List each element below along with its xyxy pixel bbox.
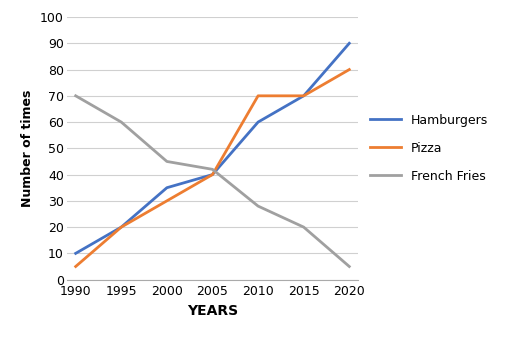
French Fries (346, 265, 352, 269)
Line: Hamburgers: Hamburgers (76, 43, 349, 253)
Hamburgers (209, 173, 216, 177)
Pizza (301, 94, 307, 98)
Pizza (255, 94, 261, 98)
French Fries (301, 225, 307, 229)
Y-axis label: Number of times: Number of times (22, 90, 34, 207)
French Fries (164, 160, 170, 164)
Pizza (164, 199, 170, 203)
Hamburgers (255, 120, 261, 124)
Line: Pizza: Pizza (76, 70, 349, 267)
Pizza (118, 225, 124, 229)
Hamburgers (164, 186, 170, 190)
Pizza (73, 265, 79, 269)
Hamburgers (301, 94, 307, 98)
Hamburgers (118, 225, 124, 229)
French Fries (209, 167, 216, 172)
French Fries (255, 204, 261, 208)
Pizza (346, 68, 352, 72)
Pizza (209, 173, 216, 177)
Line: French Fries: French Fries (76, 96, 349, 267)
Legend: Hamburgers, Pizza, French Fries: Hamburgers, Pizza, French Fries (365, 109, 493, 188)
X-axis label: YEARS: YEARS (187, 304, 238, 318)
French Fries (118, 120, 124, 124)
French Fries (73, 94, 79, 98)
Hamburgers (73, 251, 79, 255)
Hamburgers (346, 41, 352, 45)
